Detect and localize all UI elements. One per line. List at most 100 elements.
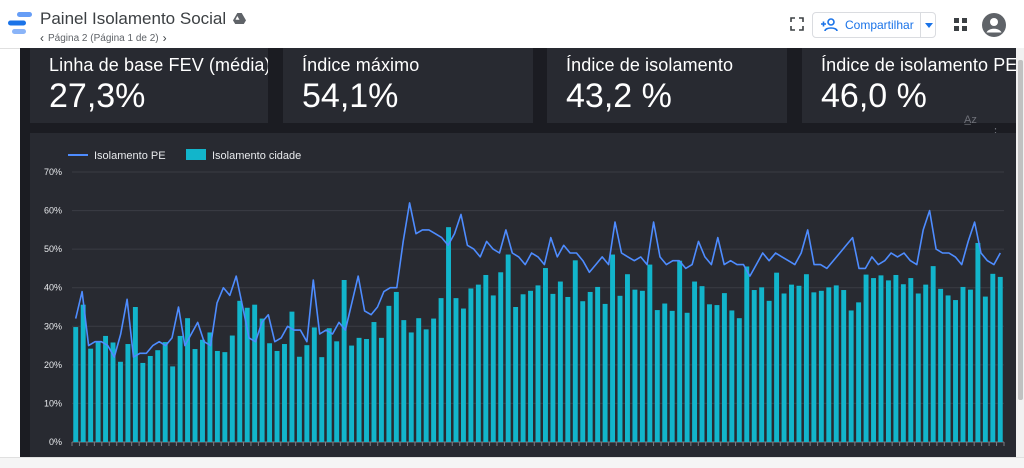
bar bbox=[490, 295, 496, 442]
bar bbox=[610, 254, 616, 442]
bar bbox=[982, 296, 988, 442]
bar bbox=[632, 289, 638, 442]
y-tick-label: 30% bbox=[44, 321, 62, 331]
y-tick-label: 0% bbox=[49, 437, 62, 447]
bar bbox=[438, 298, 444, 442]
bar bbox=[587, 291, 593, 442]
isolation-chart[interactable]: 70% 60% 50% 40% 30% 20% 10% 0% Isolamento PE Isol… bbox=[30, 133, 1016, 457]
share-button[interactable]: Compartilhar bbox=[812, 12, 936, 38]
kpi-card-baseline[interactable]: Linha de base FEV (média) 27,3% bbox=[30, 48, 268, 123]
bar bbox=[200, 339, 205, 442]
bar bbox=[684, 312, 690, 442]
bar bbox=[349, 345, 355, 442]
bar bbox=[386, 305, 392, 442]
bar bbox=[975, 242, 981, 442]
bar bbox=[371, 322, 377, 442]
bar bbox=[125, 344, 131, 442]
bar bbox=[132, 307, 138, 442]
bar bbox=[677, 260, 683, 442]
fullscreen-icon[interactable] bbox=[790, 17, 804, 31]
account-avatar-icon[interactable] bbox=[982, 13, 1006, 37]
bar bbox=[669, 310, 675, 442]
bar bbox=[721, 293, 727, 442]
bar bbox=[960, 286, 966, 442]
legend-bar-swatch bbox=[186, 149, 206, 160]
bar bbox=[699, 286, 705, 442]
bar bbox=[185, 318, 191, 442]
bar bbox=[848, 310, 854, 442]
bar bbox=[393, 291, 399, 442]
bar bbox=[267, 343, 273, 442]
bar bbox=[401, 320, 407, 442]
sort-icon[interactable]: A̲z bbox=[964, 114, 977, 126]
prev-page-icon[interactable]: ‹ bbox=[40, 31, 44, 45]
y-tick-label: 20% bbox=[44, 360, 62, 370]
bar bbox=[542, 268, 548, 442]
bar bbox=[431, 318, 437, 442]
bar bbox=[856, 302, 862, 442]
bar bbox=[833, 285, 839, 442]
bar bbox=[95, 340, 101, 442]
bar bbox=[811, 292, 817, 442]
bar bbox=[535, 285, 541, 442]
bar bbox=[617, 295, 623, 442]
top-bar: Painel Isolamento Social ‹ Página 2 (Pág… bbox=[0, 0, 1024, 49]
bar bbox=[923, 284, 929, 442]
bar bbox=[871, 278, 876, 442]
bar bbox=[289, 311, 295, 442]
next-page-icon[interactable]: › bbox=[162, 31, 167, 45]
bar bbox=[326, 328, 332, 442]
bar bbox=[110, 342, 116, 442]
bar bbox=[774, 272, 780, 442]
bar bbox=[274, 350, 280, 442]
bar bbox=[468, 288, 474, 442]
kpi-card-max[interactable]: Índice máximo 54,1% bbox=[283, 48, 533, 123]
bar bbox=[296, 356, 302, 442]
bar bbox=[513, 307, 519, 442]
bar bbox=[707, 304, 712, 442]
kpi-value: 54,1% bbox=[302, 77, 399, 115]
bar bbox=[967, 289, 973, 442]
y-tick-label: 60% bbox=[44, 206, 62, 216]
bar bbox=[639, 290, 645, 442]
bar bbox=[878, 275, 884, 442]
series-line-isolamento-pe bbox=[74, 202, 1002, 358]
drive-icon[interactable] bbox=[233, 13, 246, 24]
bar bbox=[214, 350, 220, 442]
report-title[interactable]: Painel Isolamento Social bbox=[40, 9, 227, 28]
kpi-card-isolation-pe[interactable]: Índice de isolamento PE 46,0 % bbox=[802, 48, 1016, 123]
bar bbox=[550, 293, 556, 442]
looker-studio-logo-icon bbox=[8, 12, 32, 34]
bar bbox=[334, 341, 340, 442]
y-tick-label: 40% bbox=[44, 283, 62, 293]
share-dropdown-icon[interactable] bbox=[920, 13, 937, 37]
bar bbox=[930, 266, 936, 442]
bar bbox=[378, 337, 384, 442]
bar bbox=[498, 272, 504, 442]
kpi-label: Índice de isolamento PE bbox=[821, 55, 1016, 75]
bar bbox=[73, 327, 79, 442]
page-info[interactable]: Página 2 (Página 1 de 2) bbox=[48, 32, 159, 44]
bar bbox=[595, 286, 601, 442]
bar bbox=[155, 350, 161, 442]
bar bbox=[789, 284, 794, 442]
bar bbox=[692, 281, 698, 442]
bar bbox=[222, 352, 228, 442]
bar bbox=[244, 307, 250, 442]
bar bbox=[364, 339, 369, 442]
bar bbox=[826, 287, 832, 442]
bar bbox=[796, 285, 802, 442]
bar bbox=[259, 318, 265, 442]
bar bbox=[990, 273, 996, 442]
kpi-card-isolation[interactable]: Índice de isolamento 43,2 % bbox=[547, 48, 787, 123]
bar bbox=[602, 303, 608, 442]
apps-grid-icon[interactable] bbox=[954, 18, 967, 31]
scrollbar-thumb[interactable] bbox=[1018, 60, 1023, 400]
page-navigation: ‹ Página 2 (Página 1 de 2) › bbox=[40, 31, 167, 45]
legend-label: Isolamento PE bbox=[94, 150, 166, 162]
bar bbox=[803, 274, 809, 442]
bar bbox=[744, 266, 750, 442]
bar bbox=[565, 296, 571, 442]
bar bbox=[147, 355, 153, 442]
bar bbox=[841, 290, 847, 442]
